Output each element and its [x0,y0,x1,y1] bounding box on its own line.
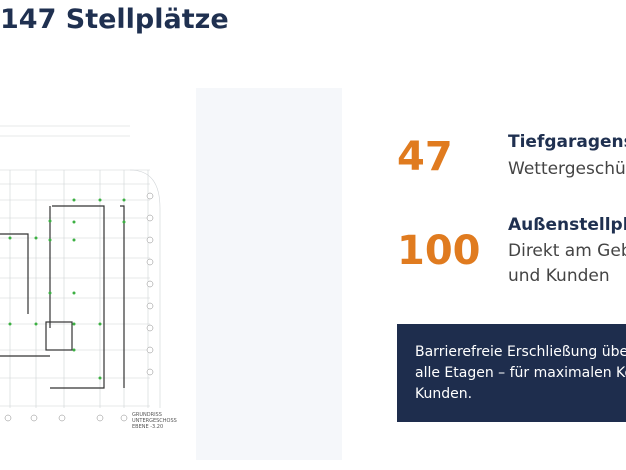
stat-label: Außenstellpl [508,215,626,235]
plan-caption: UNTERGESCHOSS [132,418,177,424]
stat-description: Direkt am Geb [508,241,626,261]
stat-description: und Kunden [508,266,610,286]
plan-caption: EBENE -3.20 [132,424,163,430]
stat-number: 100 [397,228,481,274]
plan-caption: GRUNDRISS [132,412,162,418]
floor-plan: GRUNDRISS UNTERGESCHOSS EBENE -3.20 [0,88,342,460]
info-box: Barrierefreie Erschließung über alle Eta… [397,324,626,422]
page-title: 147 Stellplätze [0,4,229,35]
info-line: Kunden. [415,386,473,402]
info-line: alle Etagen – für maximalen Kom [415,365,626,381]
stat-description: Wettergeschüt [508,159,626,179]
stat-number: 47 [397,134,453,180]
info-line: Barrierefreie Erschließung über [415,344,626,360]
stat-label: Tiefgaragens [508,132,626,152]
